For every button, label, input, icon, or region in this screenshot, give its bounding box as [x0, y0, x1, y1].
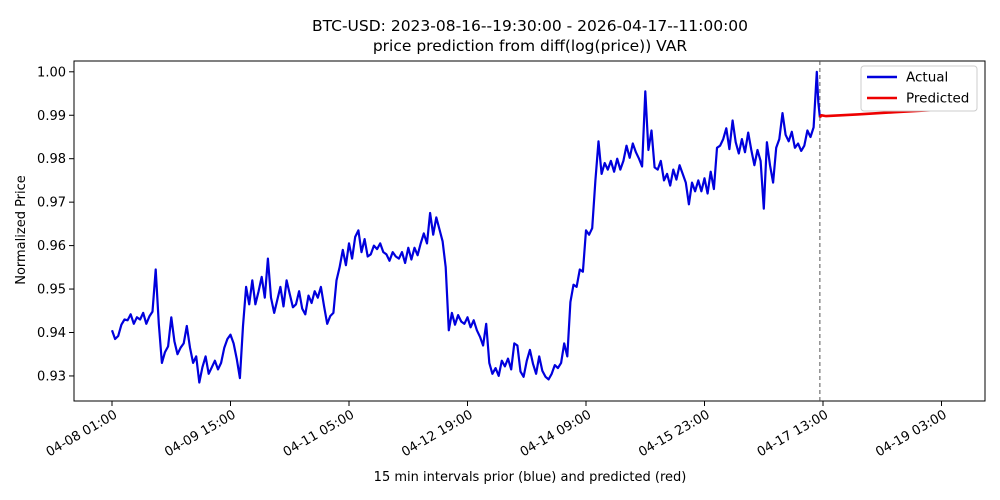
y-tick-label: 0.99 — [37, 109, 66, 124]
x-tick-label: 04-12 19:00 — [399, 407, 475, 460]
x-tick-label: 04-09 15:00 — [162, 407, 238, 460]
x-tick-label: 04-19 03:00 — [873, 407, 949, 460]
series-line-actual — [110, 70, 821, 384]
x-tick-label: 04-11 05:00 — [281, 407, 357, 460]
series-line-predicted — [818, 108, 942, 119]
x-axis-label: 15 min intervals prior (blue) and predic… — [374, 470, 687, 485]
y-tick-label: 0.97 — [37, 196, 66, 211]
x-tick-label: 04-17 13:00 — [755, 407, 831, 460]
y-tick-label: 1.00 — [37, 65, 66, 80]
y-tick-label: 0.94 — [37, 326, 66, 341]
y-tick-label: 0.93 — [37, 369, 66, 384]
y-axis-label: Normalized Price — [14, 175, 29, 285]
chart-title: BTC-USD: 2023-08-16--19:30:00 - 2026-04-… — [312, 17, 748, 35]
chart-subtitle: price prediction from diff(log(price)) V… — [373, 37, 688, 55]
x-tick-label: 04-14 09:00 — [518, 407, 594, 460]
legend-label-actual: Actual — [906, 70, 948, 86]
x-tick-label: 04-08 01:00 — [44, 407, 120, 460]
y-tick-label: 0.98 — [37, 152, 66, 167]
legend-label-predicted: Predicted — [906, 91, 969, 107]
y-tick-label: 0.95 — [37, 283, 66, 298]
plot-frame — [73, 60, 986, 402]
plot-area: 0.93 0.94 0.95 0.96 0.97 0.98 0.99 1.00 04-08 01… — [37, 60, 986, 460]
y-tick-label: 0.96 — [37, 239, 66, 254]
x-tick-label: 04-15 23:00 — [636, 407, 712, 460]
